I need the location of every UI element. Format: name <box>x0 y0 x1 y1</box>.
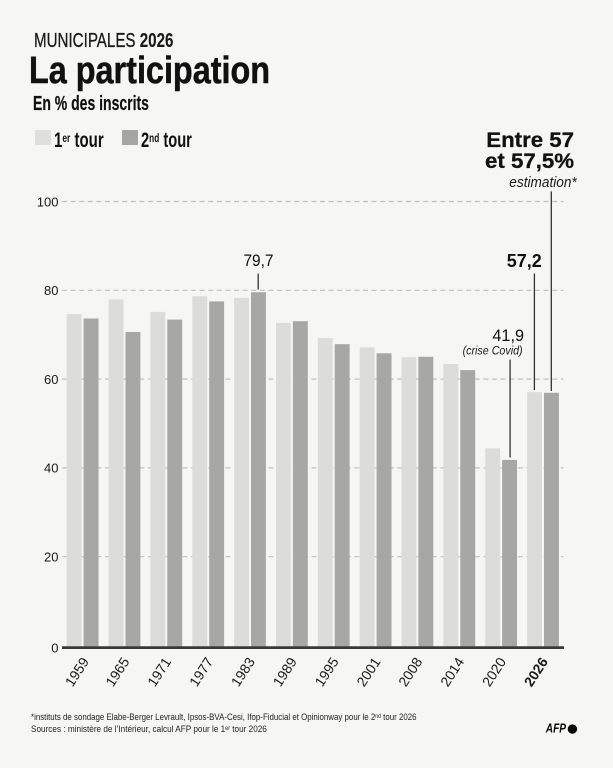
svg-text:2026: 2026 <box>521 654 551 689</box>
svg-text:1965: 1965 <box>102 654 132 689</box>
svg-text:57,2: 57,2 <box>507 251 542 271</box>
svg-text:80: 80 <box>44 283 58 298</box>
svg-text:100: 100 <box>37 194 59 209</box>
svg-text:79,7: 79,7 <box>243 251 273 270</box>
svg-text:1959: 1959 <box>62 654 92 689</box>
svg-text:1995: 1995 <box>311 654 341 689</box>
svg-text:40: 40 <box>44 461 58 476</box>
svg-text:(crise Covid): (crise Covid) <box>463 345 523 357</box>
svg-text:1989: 1989 <box>270 654 300 689</box>
svg-text:1983: 1983 <box>228 654 258 689</box>
svg-text:0: 0 <box>51 641 58 656</box>
svg-text:41,9: 41,9 <box>492 326 524 345</box>
svg-text:2008: 2008 <box>395 654 425 689</box>
svg-text:2014: 2014 <box>437 654 467 689</box>
svg-text:2001: 2001 <box>353 654 383 689</box>
svg-text:2020: 2020 <box>479 654 509 689</box>
svg-text:60: 60 <box>44 372 58 387</box>
svg-text:1977: 1977 <box>186 654 216 689</box>
svg-text:20: 20 <box>44 550 58 565</box>
svg-text:AFP: AFP <box>545 722 567 736</box>
svg-text:1971: 1971 <box>144 654 174 689</box>
